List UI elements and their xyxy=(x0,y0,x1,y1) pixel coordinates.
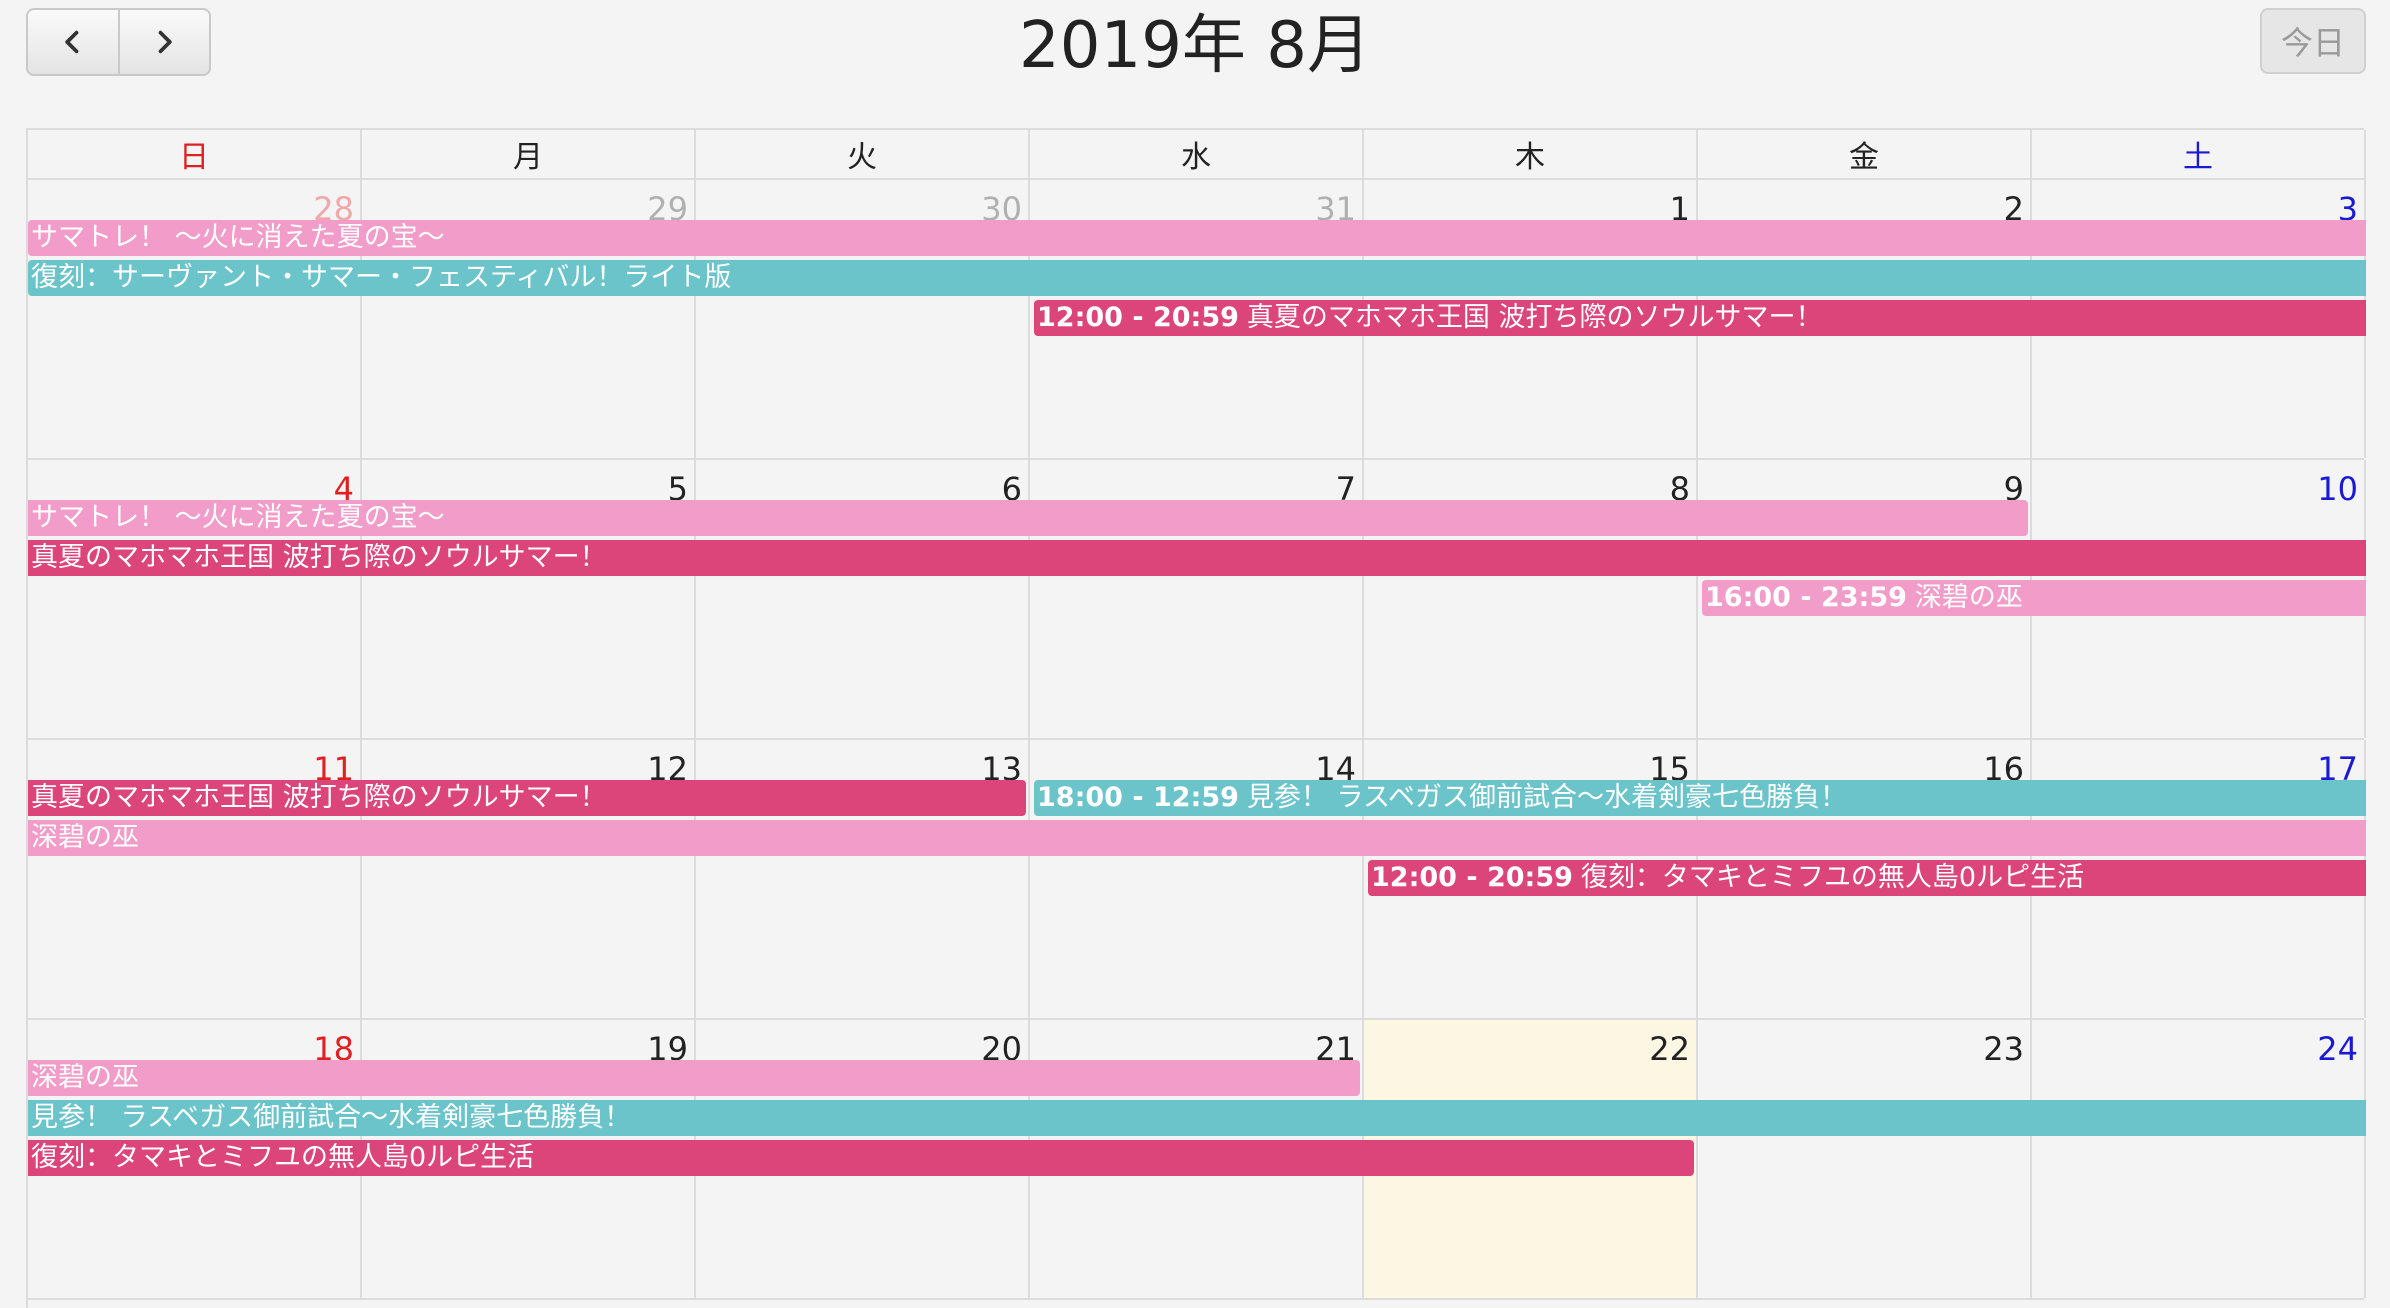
month-nav-group xyxy=(26,8,211,76)
chevron-right-icon xyxy=(158,30,172,54)
chevron-left-icon xyxy=(65,30,79,54)
day-number[interactable]: 3 xyxy=(2337,190,2358,228)
calendar-event[interactable]: 深碧の巫 xyxy=(28,820,2366,856)
calendar-event[interactable]: 真夏のマホマホ王国 波打ち際のソウルサマー！ xyxy=(28,780,1026,816)
event-title: 深碧の巫 xyxy=(31,1062,139,1093)
day-cell[interactable]: 5 xyxy=(362,460,696,738)
event-title: 深碧の巫 xyxy=(1914,582,2023,613)
event-title: 真夏のマホマホ王国 波打ち際のソウルサマー！ xyxy=(31,542,607,573)
weekday-header-2: 火 xyxy=(696,130,1030,180)
weekday-header-0: 日 xyxy=(28,130,362,180)
month-calendar-grid: 日月火水木金土 28 29 30 31 1 2 3 サマトレ！ 〜火に消えた夏の宝〜 復刻：サー… xyxy=(26,128,2366,1308)
day-cell[interactable]: 8 xyxy=(1364,460,1698,738)
calendar-event[interactable]: サマトレ！ 〜火に消えた夏の宝〜 xyxy=(28,220,2366,256)
calendar-event[interactable]: 12:00 - 20:59 復刻：タマキとミフユの無人島0ルピ生活 xyxy=(1368,860,2366,896)
next-month-button[interactable] xyxy=(117,10,210,74)
week-row: 4 5 6 7 8 9 10 サマトレ！ 〜火に消えた夏の宝〜真夏のマホマホ王国 波打ち際のソ… xyxy=(28,460,2366,740)
day-number[interactable]: 7 xyxy=(1335,470,1356,508)
day-number[interactable]: 6 xyxy=(1001,470,1022,508)
day-cell[interactable]: 4 xyxy=(28,460,362,738)
calendar-event[interactable]: 真夏のマホマホ王国 波打ち際のソウルサマー！ xyxy=(28,540,2366,576)
day-number[interactable]: 2 xyxy=(2003,190,2024,228)
weekday-header-1: 月 xyxy=(362,130,696,180)
event-title: 復刻：サーヴァント・サマー・フェスティバル！ライト版 xyxy=(31,262,732,293)
event-title: 深碧の巫 xyxy=(31,822,139,853)
day-number[interactable]: 4 xyxy=(333,470,354,508)
event-title: サマトレ！ 〜火に消えた夏の宝〜 xyxy=(31,222,445,253)
weekday-header-row: 日月火水木金土 xyxy=(28,130,2366,180)
event-title: 見参！ ラスベガス御前試合〜水着剣豪七色勝負！ xyxy=(1246,782,1848,813)
calendar-event[interactable]: 見参！ ラスベガス御前試合〜水着剣豪七色勝負！ xyxy=(28,1100,2366,1136)
calendar-event[interactable]: 16:00 - 23:59 深碧の巫 xyxy=(1702,580,2366,616)
event-title: 真夏のマホマホ王国 波打ち際のソウルサマー！ xyxy=(1246,302,1823,333)
event-time: 12:00 - 20:59 xyxy=(1371,862,1573,893)
calendar-event[interactable]: サマトレ！ 〜火に消えた夏の宝〜 xyxy=(28,500,2028,536)
day-number[interactable]: 9 xyxy=(2003,470,2024,508)
day-number[interactable]: 24 xyxy=(2317,1030,2358,1068)
weekday-header-5: 金 xyxy=(1698,130,2032,180)
day-cell[interactable]: 7 xyxy=(1030,460,1364,738)
event-title: 見参！ ラスベガス御前試合〜水着剣豪七色勝負！ xyxy=(31,1102,632,1133)
day-number[interactable]: 22 xyxy=(1649,1030,1690,1068)
event-time: 18:00 - 12:59 xyxy=(1037,782,1239,813)
event-title: サマトレ！ 〜火に消えた夏の宝〜 xyxy=(31,502,445,533)
day-number[interactable]: 1 xyxy=(1669,190,1690,228)
day-number[interactable]: 5 xyxy=(667,470,688,508)
week-row: 11 12 13 14 15 16 17 真夏のマホマホ王国 波打ち際のソウルサマー！ 18:0… xyxy=(28,740,2366,1020)
day-cell[interactable]: 24 xyxy=(2032,1020,2366,1298)
day-number[interactable]: 8 xyxy=(1669,470,1690,508)
week-row: 28 29 30 31 1 2 3 サマトレ！ 〜火に消えた夏の宝〜 復刻：サーヴァント・サマー… xyxy=(28,180,2366,460)
week-row: 18 19 20 21 22 23 24 深碧の巫 見参！ ラスベガス御前試合〜水着剣豪七色勝負… xyxy=(28,1020,2366,1300)
today-button[interactable]: 今日 xyxy=(2260,8,2366,74)
weekday-header-3: 水 xyxy=(1030,130,1364,180)
calendar-event[interactable]: 復刻：サーヴァント・サマー・フェスティバル！ライト版 xyxy=(28,260,2366,296)
day-cell[interactable]: 23 xyxy=(1698,1020,2032,1298)
calendar-event[interactable]: 12:00 - 20:59 真夏のマホマホ王国 波打ち際のソウルサマー！ xyxy=(1034,300,2366,336)
calendar-event[interactable]: 18:00 - 12:59 見参！ ラスベガス御前試合〜水着剣豪七色勝負！ xyxy=(1034,780,2366,816)
event-time: 12:00 - 20:59 xyxy=(1037,302,1239,333)
weekday-header-6: 土 xyxy=(2032,130,2366,180)
day-number[interactable]: 10 xyxy=(2317,470,2358,508)
event-title: 真夏のマホマホ王国 波打ち際のソウルサマー！ xyxy=(31,782,607,813)
day-number[interactable]: 23 xyxy=(1983,1030,2024,1068)
day-cell[interactable]: 6 xyxy=(696,460,1030,738)
prev-month-button[interactable] xyxy=(28,10,118,74)
event-time: 16:00 - 23:59 xyxy=(1705,582,1907,613)
weekday-header-4: 木 xyxy=(1364,130,1698,180)
page-title: 2019年 8月 xyxy=(1019,9,1371,83)
calendar-event[interactable]: 復刻：タマキとミフユの無人島0ルピ生活 xyxy=(28,1140,1694,1176)
event-title: 復刻：タマキとミフユの無人島0ルピ生活 xyxy=(31,1142,535,1173)
event-title: 復刻：タマキとミフユの無人島0ルピ生活 xyxy=(1580,862,2085,893)
calendar-event[interactable]: 深碧の巫 xyxy=(28,1060,1360,1096)
